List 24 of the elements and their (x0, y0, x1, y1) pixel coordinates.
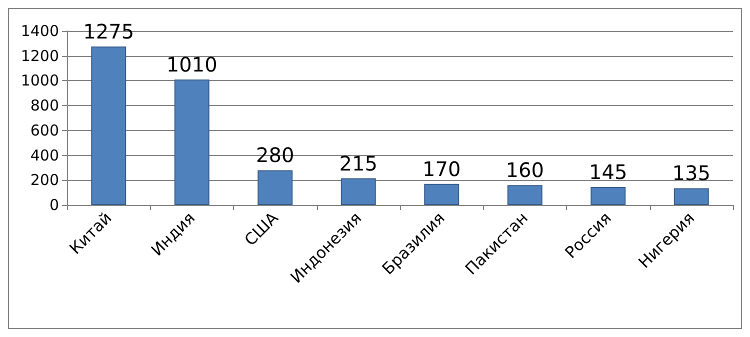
bar (258, 170, 293, 205)
bar (424, 184, 460, 205)
data-label: 145 (589, 160, 628, 184)
bar (174, 79, 210, 205)
y-tick-label: 400 (30, 146, 59, 164)
y-tick-label: 1400 (20, 22, 59, 40)
data-label: 160 (506, 158, 544, 182)
y-tick-label: 0 (49, 196, 59, 214)
data-label: 280 (256, 143, 294, 168)
data-label: 1010 (166, 52, 218, 76)
data-label: 1275 (83, 20, 134, 44)
bar (340, 178, 376, 205)
bar (590, 186, 626, 205)
y-tick-label: 200 (30, 171, 59, 190)
bar (674, 188, 709, 205)
y-tick-label: 1200 (20, 46, 59, 65)
y-tick-label: 1000 (20, 72, 59, 90)
bar (507, 185, 542, 205)
y-tick-label: 800 (30, 96, 59, 115)
bar (91, 46, 126, 205)
y-tick-label: 600 (30, 121, 59, 140)
data-label: 215 (339, 151, 378, 176)
data-label: 170 (422, 156, 461, 181)
data-label: 135 (672, 161, 710, 186)
